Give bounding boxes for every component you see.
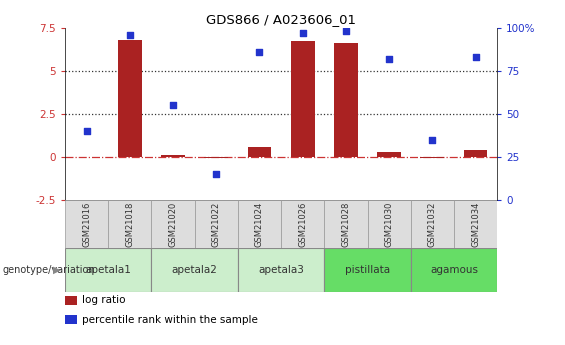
Bar	[65, 200, 108, 248]
Point	[471, 54, 480, 60]
Bar	[454, 200, 497, 248]
Bar	[238, 200, 281, 248]
Text: GSM21018: GSM21018	[125, 201, 134, 247]
Text: log ratio: log ratio	[82, 295, 125, 305]
Bar	[161, 155, 185, 157]
Bar	[108, 200, 151, 248]
Point	[82, 128, 91, 134]
Bar	[151, 200, 194, 248]
Text: GSM21016: GSM21016	[82, 201, 91, 247]
Text: GSM21030: GSM21030	[385, 201, 394, 247]
Bar	[464, 150, 488, 157]
Text: GSM21034: GSM21034	[471, 201, 480, 247]
Point	[341, 28, 350, 34]
Text: apetala2: apetala2	[172, 265, 218, 275]
Text: GSM21020: GSM21020	[168, 201, 177, 247]
Text: genotype/variation: genotype/variation	[3, 265, 95, 275]
Text: apetala3: apetala3	[258, 265, 304, 275]
Text: ▶: ▶	[53, 265, 61, 275]
Bar	[411, 248, 497, 292]
Point	[255, 49, 264, 55]
Text: GSM21024: GSM21024	[255, 201, 264, 247]
Text: GSM21032: GSM21032	[428, 201, 437, 247]
Bar	[420, 157, 444, 158]
Text: GSM21026: GSM21026	[298, 201, 307, 247]
Bar	[411, 200, 454, 248]
Bar	[281, 200, 324, 248]
Text: agamous: agamous	[430, 265, 478, 275]
Text: GSM21022: GSM21022	[212, 201, 221, 247]
Point	[298, 30, 307, 36]
Bar	[334, 43, 358, 157]
Point	[212, 171, 221, 177]
Text: percentile rank within the sample: percentile rank within the sample	[82, 315, 258, 325]
Bar	[151, 248, 238, 292]
Bar	[324, 248, 411, 292]
Bar	[194, 200, 238, 248]
Bar	[247, 147, 271, 157]
Bar	[367, 200, 411, 248]
Bar	[377, 152, 401, 157]
Bar	[65, 248, 151, 292]
Point	[428, 137, 437, 142]
Bar	[205, 157, 228, 158]
Point	[125, 32, 134, 37]
Bar	[324, 200, 368, 248]
Bar	[118, 40, 142, 157]
Text: apetala1: apetala1	[85, 265, 131, 275]
Text: GSM21028: GSM21028	[341, 201, 350, 247]
Point	[168, 102, 177, 108]
Text: pistillata: pistillata	[345, 265, 390, 275]
Bar	[238, 248, 324, 292]
Title: GDS866 / A023606_01: GDS866 / A023606_01	[206, 13, 356, 27]
Point	[385, 56, 394, 61]
Bar	[291, 41, 315, 157]
